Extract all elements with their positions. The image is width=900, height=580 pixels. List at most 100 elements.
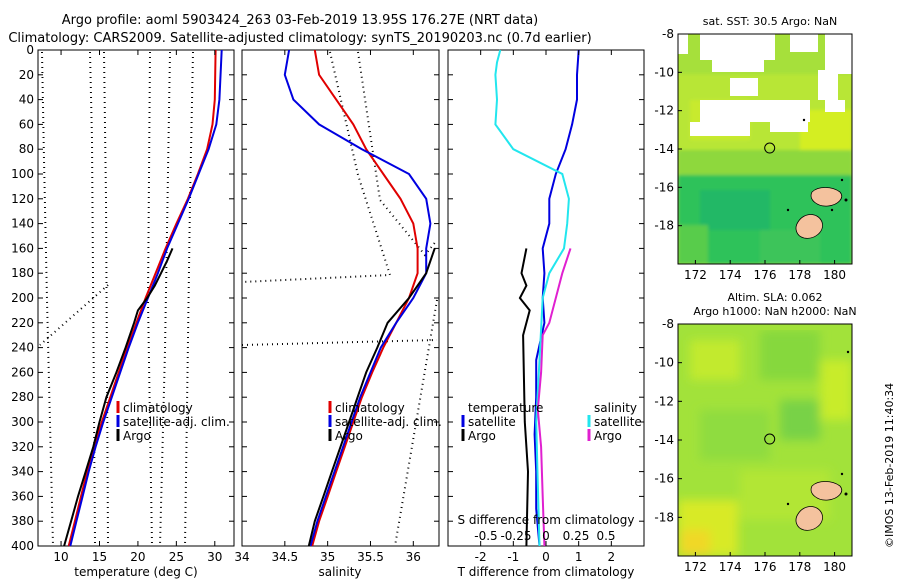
sla-profile-marker [764,433,776,445]
sst_map-ytick-label: -10 [654,65,674,79]
sla-island-vanua-levu [810,481,843,501]
temperature-legend-climatology: climatology [123,401,193,415]
salinity-legend-satellite: satellite-adj. clim. [335,415,442,429]
salinity-series [283,49,436,547]
sla-y-ticks: -8 -10 -12 -14 -16 -18 [654,317,682,524]
temperature-x-label: temperature (deg C) [74,565,197,579]
sla_map-xtick-label: 174 [719,560,742,574]
difference-stick-label: 0 [542,529,550,543]
temperature-ref-line-4 [39,284,109,346]
difference-s-label: S difference from climatology [458,513,635,527]
sla-islet-3 [840,472,844,476]
difference-xtick-label: -2 [475,550,487,564]
sla-blob-4 [700,410,770,460]
salinity-xtick-label: 34 [234,550,249,564]
sla-blob-7 [680,530,710,556]
sst-map-panel: sat. SST: 30.5 Argo: NaN [654,15,853,282]
temperature-y-ticks: 0 20 40 60 80 100 120 140 160 180 200 220 240 260 280 3… [11,43,234,553]
sst_map-xtick-label: 178 [788,268,811,282]
figure-title-line2: Climatology: CARS2009. Satellite-adjuste… [8,31,591,46]
temperature-ytick-label: 140 [11,217,34,231]
salinity-panel: 34 34.5 35 35.5 36 salinity climatology sate… [234,49,442,579]
temperature-plot-frame [37,49,235,547]
temperature-legend-satellite: satellite-adj. clim. [123,415,230,429]
temperature-xtick-label: 25 [169,550,184,564]
temperature-x-ticks: 10 15 20 25 30 [53,50,222,564]
temperature-ytick-label: 360 [11,489,34,503]
sla-island-viti-levu [795,506,823,531]
sst-band-6 [700,190,770,230]
sst-gap-7 [730,78,758,96]
sst_map-xtick-label: 180 [823,268,846,282]
sst-x-ticks: 172 174 176 178 180 [684,260,846,282]
sst-gap-4 [790,34,818,52]
temperature-ytick-label: 180 [11,266,34,280]
sla_map-xtick-label: 180 [823,560,846,574]
temperature-ytick-label: 120 [11,192,34,206]
sst-islet-3 [786,208,790,212]
sst_map-xtick-label: 174 [719,268,742,282]
temperature-line-satellite-adj-clim- [69,49,223,547]
temperature-xtick-label: 20 [130,550,145,564]
sst-gap-5 [825,34,852,74]
difference-s-ticks: -0.5 -0.25 0 0.25 0.5 [474,529,615,543]
sst-field [678,34,852,264]
sst-gap-1 [678,34,688,54]
temperature-xtick-label: 15 [92,550,107,564]
sst-gap-3 [712,60,764,72]
temperature-ytick-label: 240 [11,341,34,355]
temperature-ytick-label: 40 [19,93,34,107]
temperature-ytick-label: 200 [11,291,34,305]
difference-xtick-label: 1 [575,550,583,564]
sst-islet-2 [830,208,834,212]
difference-xtick-label: -1 [507,550,519,564]
difference-xtick-label: 0 [542,550,550,564]
sla_map-ytick-label: -8 [662,317,674,331]
sla_map-ytick-label: -18 [654,510,674,524]
sst-profile-marker [764,142,776,154]
figure-title-line1: Argo profile: aoml 5903424_263 03-Feb-20… [62,13,539,28]
sla_map-ytick-label: -14 [654,433,674,447]
sst-band-8 [678,225,708,264]
salinity-line-argo [307,248,436,547]
salinity-x-ticks: 34 34.5 35 35.5 36 [234,50,421,564]
difference-legend-t-satellite: satellite [468,415,516,429]
temperature-ytick-label: 400 [11,539,34,553]
imos-credit: ©IMOS 13-Feb-2019 11:40:34 [883,383,896,548]
difference-line-s-satellite [494,49,570,547]
temperature-line-climatology [67,49,217,547]
difference-series [494,49,580,547]
salinity-legend-argo: Argo [335,429,363,443]
sst-y-ticks: -8 -10 -12 -14 -16 -18 [654,27,682,233]
difference-line-t-argo [518,248,531,547]
sla-blob-3 [820,360,852,420]
sst-gap-6 [818,70,838,100]
temperature-ytick-label: 380 [11,514,34,528]
sst-gap-2 [700,34,775,60]
sst-gap-10 [770,122,808,132]
temperature-ytick-label: 220 [11,316,34,330]
salinity-legend-climatology: climatology [335,401,405,415]
salinity-reference-lines [241,51,438,547]
temperature-ytick-label: 280 [11,390,34,404]
sst-gap-9 [690,122,750,136]
temperature-ytick-label: 80 [19,142,34,156]
temperature-legend: climatology satellite-adj. clim. Argo [116,401,230,443]
difference-stick-label: 0.25 [563,529,590,543]
difference-panel: -2 -1 0 1 2 -0.5 -0.25 0 0.25 0.5 T difference f… [447,49,645,579]
sla_map-xtick-label: 176 [754,560,777,574]
difference-stick-label: -0.25 [500,529,531,543]
temperature-ytick-label: 260 [11,365,34,379]
sla_map-ytick-label: -10 [654,356,674,370]
temperature-legend-argo: Argo [123,429,151,443]
difference-stick-label: -0.5 [474,529,497,543]
temperature-ytick-label: 160 [11,241,34,255]
salinity-xtick-label: 35 [320,550,335,564]
temperature-xtick-label: 10 [53,550,68,564]
sst-map-title: sat. SST: 30.5 Argo: NaN [703,15,837,28]
difference-x-label: T difference from climatology [457,565,635,579]
sst-islet-1 [844,198,848,202]
sst-cloud-gaps [678,34,852,136]
difference-legend-t-argo: Argo [468,429,496,443]
